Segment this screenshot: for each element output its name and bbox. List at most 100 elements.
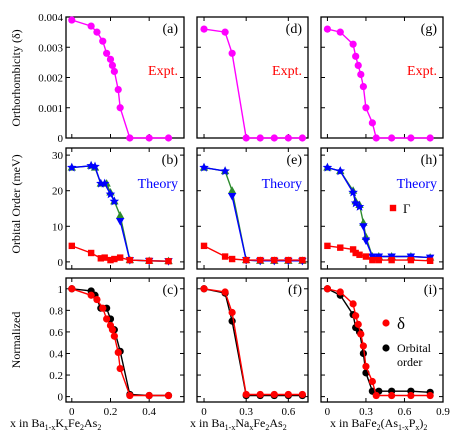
data-point-magenta <box>103 49 111 57</box>
legend-marker-delta <box>382 319 390 327</box>
data-point-magenta <box>221 28 229 36</box>
data-point-red <box>165 257 172 265</box>
legend-label-orbital-1: Orbital <box>397 341 432 355</box>
x-tick-label: 0.6 <box>398 406 412 418</box>
data-point-red <box>103 315 111 323</box>
data-point-magenta <box>200 25 208 33</box>
data-point-green <box>115 211 125 219</box>
row-label-orthorhombicity: Orthorhombicity (δ) <box>9 29 23 126</box>
series-line-red <box>203 288 303 396</box>
y-tick-label: 0.004 <box>38 12 63 24</box>
series-line-magenta <box>327 28 431 139</box>
panel-frame <box>320 147 444 270</box>
panel-label: (e) <box>286 153 302 168</box>
y-tick-label: 1 <box>58 284 64 296</box>
data-point-red <box>368 377 376 386</box>
data-point-red <box>354 320 362 328</box>
data-point-red <box>228 308 236 317</box>
data-point-red <box>337 244 344 251</box>
data-point-red <box>145 391 153 400</box>
x-tick-label: 0.4 <box>142 406 156 418</box>
data-point-magenta <box>270 134 278 142</box>
data-point-red <box>426 257 434 265</box>
x-label-col3: x in BaFe2(As1-xPx)2 <box>330 416 427 432</box>
y-tick-label: 0.002 <box>38 73 63 85</box>
legend-marker-gamma <box>389 204 397 212</box>
series-line-magenta <box>203 28 303 139</box>
data-point-magenta <box>362 104 370 112</box>
data-point-blue <box>109 196 120 206</box>
x-tick-label: 0.6 <box>281 406 295 418</box>
y-tick-label: 0.003 <box>38 42 63 54</box>
x-tick-label: 0 <box>69 406 75 418</box>
y-tick-label: 0 <box>58 257 64 269</box>
series-line-black <box>203 288 303 397</box>
data-point-red <box>362 362 370 371</box>
panel-annotation: Theory <box>397 177 437 192</box>
y-tick-label: 0.6 <box>49 327 63 339</box>
row-label-normalized: Normalized <box>9 312 23 369</box>
panel-frame <box>196 277 309 403</box>
panel-d: (d) Expt. <box>196 16 309 142</box>
x-tick-label: 0.3 <box>359 406 373 418</box>
data-point-red <box>257 256 264 264</box>
panel-frame <box>320 277 444 403</box>
y-tick-label: 0 <box>58 133 64 145</box>
panel-label: (c) <box>162 283 178 298</box>
panel-h: (h) Theory Γ <box>320 147 444 270</box>
data-point-red <box>352 312 360 320</box>
data-point-magenta <box>110 67 118 76</box>
data-point-red <box>356 251 363 258</box>
data-point-green <box>227 186 237 194</box>
x-label-col2: x in Ba1-xNaxFe2As2 <box>190 416 287 432</box>
data-point-red <box>68 285 76 293</box>
data-point-red <box>324 242 331 250</box>
data-point-red <box>270 390 278 399</box>
panel-label: (h) <box>421 153 438 168</box>
data-point-blue <box>90 161 100 171</box>
x-tick-label: 0.9 <box>436 406 450 418</box>
data-point-red <box>145 257 153 265</box>
series-line-blue <box>362 226 431 259</box>
data-point-red <box>359 342 367 350</box>
data-point-red <box>97 255 105 262</box>
data-point-red <box>323 285 332 293</box>
panel-label: (g) <box>421 22 438 37</box>
data-point-red <box>375 256 382 264</box>
data-point-magenta <box>368 119 376 127</box>
data-point-red <box>285 256 292 264</box>
x-tick-label: 0.2 <box>104 406 118 418</box>
legend-label-orbital-2: order <box>397 355 422 369</box>
data-point-red <box>68 242 76 250</box>
panel-frame <box>65 277 185 403</box>
panel-annotation: Theory <box>262 177 302 192</box>
panel-annotation: Expt. <box>148 64 178 79</box>
row-label-orbital-order: Orbital Order (meV) <box>9 154 23 253</box>
x-tick-label: 0 <box>201 406 207 418</box>
data-point-magenta <box>388 134 396 142</box>
panel-annotation: Expt. <box>407 64 437 79</box>
data-point-red <box>407 256 415 264</box>
y-tick-label: 10 <box>52 221 64 233</box>
data-point-magenta <box>99 37 107 45</box>
data-point-magenta <box>407 134 415 142</box>
data-point-magenta <box>164 134 173 142</box>
data-point-red <box>126 256 134 264</box>
data-point-magenta <box>106 55 115 63</box>
data-point-red <box>298 390 306 399</box>
data-point-magenta <box>354 61 362 69</box>
panel-frame <box>65 147 185 270</box>
data-point-magenta <box>68 16 76 24</box>
data-point-magenta <box>349 40 357 48</box>
data-point-red <box>114 348 122 356</box>
series-line-black <box>71 288 169 397</box>
legend-label-gamma: Γ <box>403 201 411 216</box>
data-point-red <box>357 330 365 338</box>
y-tick-label: 0.001 <box>38 103 63 115</box>
data-point-red <box>407 391 415 400</box>
panel-g: (g) Expt. <box>320 16 444 142</box>
legend-label-delta: δ <box>397 314 405 333</box>
data-point-red <box>200 285 208 293</box>
panel-label: (b) <box>162 153 179 168</box>
